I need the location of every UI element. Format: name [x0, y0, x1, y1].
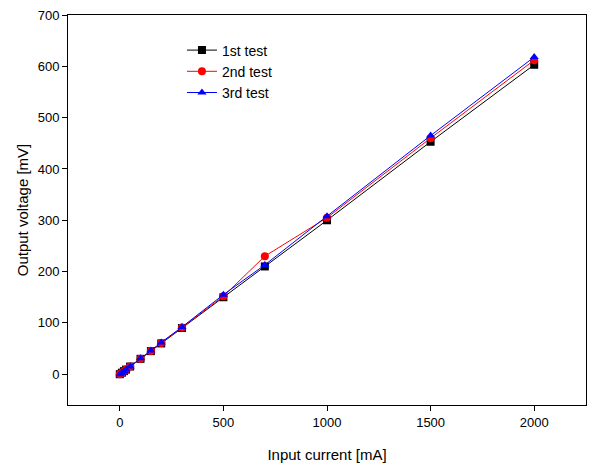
- svg-text:Output voltage [mV]: Output voltage [mV]: [14, 144, 31, 277]
- svg-text:100: 100: [38, 315, 60, 330]
- svg-text:1000: 1000: [313, 415, 342, 430]
- svg-text:200: 200: [38, 264, 60, 279]
- svg-text:500: 500: [38, 110, 60, 125]
- svg-text:600: 600: [38, 59, 60, 74]
- svg-text:0: 0: [52, 367, 59, 382]
- svg-text:2nd test: 2nd test: [222, 64, 272, 80]
- svg-text:300: 300: [38, 213, 60, 228]
- svg-text:500: 500: [213, 415, 235, 430]
- svg-text:700: 700: [38, 8, 60, 23]
- svg-text:2000: 2000: [520, 415, 549, 430]
- svg-text:1st test: 1st test: [222, 43, 267, 59]
- svg-text:400: 400: [38, 162, 60, 177]
- svg-text:1500: 1500: [416, 415, 445, 430]
- svg-text:3rd test: 3rd test: [222, 85, 269, 101]
- svg-text:0: 0: [116, 415, 123, 430]
- svg-text:Input current [mA]: Input current [mA]: [267, 446, 386, 463]
